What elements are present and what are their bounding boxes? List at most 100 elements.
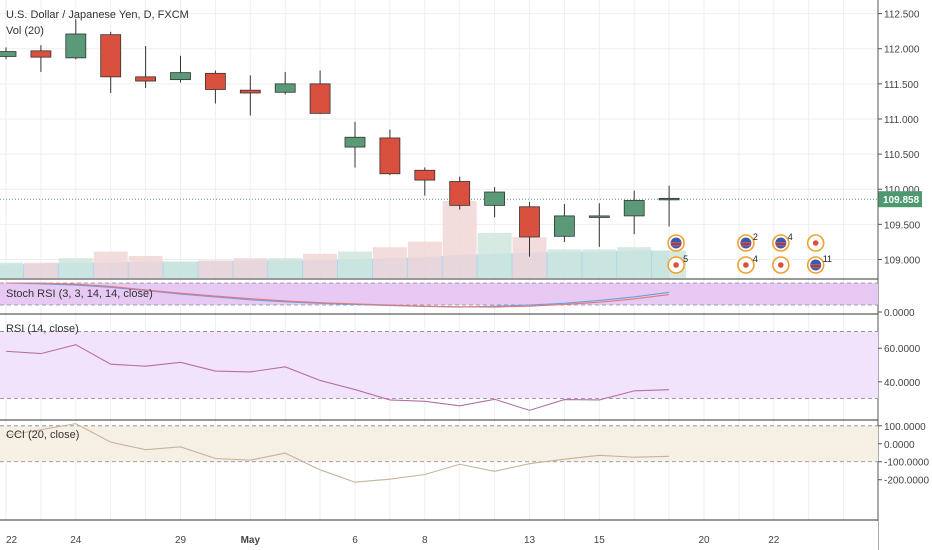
- economic-event-icon[interactable]: [806, 234, 825, 252]
- candle: [30, 45, 52, 72]
- volume-bar: [582, 249, 617, 278]
- indicator-axis-label: 0.0000: [884, 440, 915, 451]
- candle-body: [135, 76, 157, 82]
- volume-bar: [442, 201, 477, 278]
- date-axis-label: 8: [422, 535, 428, 546]
- date-axis-label: 22: [6, 535, 18, 546]
- candle-body: [658, 197, 680, 201]
- candle-body: [274, 83, 296, 93]
- event-count: 4: [788, 232, 793, 242]
- price-axis-label: 112.500: [884, 10, 920, 21]
- date-axis-label: 29: [175, 535, 187, 546]
- date-axis-label: May: [241, 535, 261, 546]
- candle-body: [379, 137, 401, 175]
- volume-bar: [128, 256, 163, 278]
- price-axis-label: 110.000: [884, 185, 920, 196]
- price-axis-label: 111.500: [884, 80, 919, 91]
- candle: [519, 201, 540, 257]
- volume-bar: [303, 253, 338, 278]
- indicator-line: [5, 282, 670, 308]
- economic-event-icon[interactable]: 5: [667, 254, 688, 274]
- volume-indicator-label: Vol (20): [6, 25, 44, 37]
- volume-bar: [0, 262, 23, 278]
- volume-bar: [58, 258, 93, 278]
- indicator-axis-label: -100.0000: [884, 458, 929, 469]
- price-axis-label: 112.000: [884, 45, 920, 56]
- indicator-title: CCI (20, close): [6, 429, 79, 441]
- candle-body: [519, 206, 540, 238]
- indicator-line: [5, 344, 670, 411]
- price-axis-label: 111.000: [884, 115, 919, 126]
- volume-bar: [407, 241, 442, 278]
- candle: [204, 70, 226, 104]
- chart-title: U.S. Dollar / Japanese Yen, D, FXCM: [6, 9, 189, 21]
- price-axis-label: 110.500: [884, 150, 920, 161]
- candle: [658, 185, 680, 227]
- candle-body: [414, 169, 436, 181]
- candle-body: [100, 34, 122, 78]
- price-axis-label: 109.500: [884, 220, 921, 231]
- date-axis-label: 13: [524, 535, 536, 546]
- current-price-tag: 109.858: [878, 191, 922, 208]
- candle: [414, 167, 436, 196]
- indicator-line: [6, 282, 670, 308]
- candle: [588, 203, 610, 247]
- volume-bar: [477, 232, 512, 278]
- candles: [0, 19, 680, 257]
- event-count: 5: [683, 254, 688, 264]
- indicator-title: Stoch RSI (3, 3, 14, 14, close): [6, 288, 153, 300]
- volume-bar: [372, 247, 407, 278]
- event-count: 11: [823, 254, 832, 264]
- indicator-band: [0, 283, 878, 305]
- event-markers: 5 2 4 4 11: [667, 232, 832, 274]
- candle: [309, 70, 331, 115]
- volume-bar: [198, 260, 233, 278]
- candle-body: [623, 200, 645, 217]
- volume-bars: [0, 201, 687, 278]
- candle: [344, 121, 366, 168]
- candle-body: [484, 191, 506, 206]
- economic-event-icon[interactable]: 4: [737, 254, 758, 274]
- candle: [449, 176, 471, 210]
- indicator-axis-label: 40.0000: [884, 378, 921, 389]
- candle-body: [554, 215, 575, 237]
- us-flag-event-icon[interactable]: 4: [771, 232, 793, 252]
- date-axis-bg: [0, 521, 878, 550]
- indicator-axis-label: 100.0000: [884, 422, 926, 433]
- us-flag-event-icon[interactable]: 2: [737, 232, 758, 252]
- candle: [239, 75, 261, 116]
- volume-bar: [163, 261, 198, 278]
- volume-bar: [547, 249, 582, 278]
- candle-body: [0, 51, 17, 57]
- candle: [170, 55, 191, 83]
- candle: [623, 190, 645, 235]
- indicator-axis-label: -200.0000: [884, 476, 929, 487]
- indicator-pane-1: 0.0000 Stoch RSI (3, 3, 14, 14, close): [0, 282, 915, 319]
- candle-body: [65, 33, 87, 59]
- volume-bar: [23, 262, 58, 278]
- price-axis-label: 109.000: [884, 255, 921, 266]
- date-axis-label: 6: [352, 535, 358, 546]
- indicator-axis-label: 60.0000: [884, 344, 921, 355]
- event-count: 2: [753, 232, 758, 242]
- candle: [135, 45, 157, 89]
- candle-body: [344, 136, 366, 148]
- indicator-pane-2: 60.0000 40.0000 RSI (14, close): [0, 323, 921, 411]
- candle-body: [449, 181, 471, 206]
- us-flag-event-icon[interactable]: [667, 234, 685, 252]
- current-price-value: 109.858: [883, 195, 920, 206]
- indicator-title: RSI (14, close): [6, 323, 79, 335]
- volume-bar: [268, 258, 303, 278]
- economic-event-icon[interactable]: [771, 256, 790, 274]
- us-flag-event-icon[interactable]: 11: [806, 254, 832, 274]
- date-axis-label: 20: [698, 535, 710, 546]
- candle-body: [30, 50, 52, 58]
- candle: [65, 19, 87, 60]
- indicator-band: [0, 425, 878, 462]
- date-axis-label: 24: [70, 535, 82, 546]
- indicator-band: [0, 331, 878, 399]
- event-count: 4: [753, 254, 758, 264]
- candle: [274, 71, 296, 95]
- candle: [379, 129, 401, 176]
